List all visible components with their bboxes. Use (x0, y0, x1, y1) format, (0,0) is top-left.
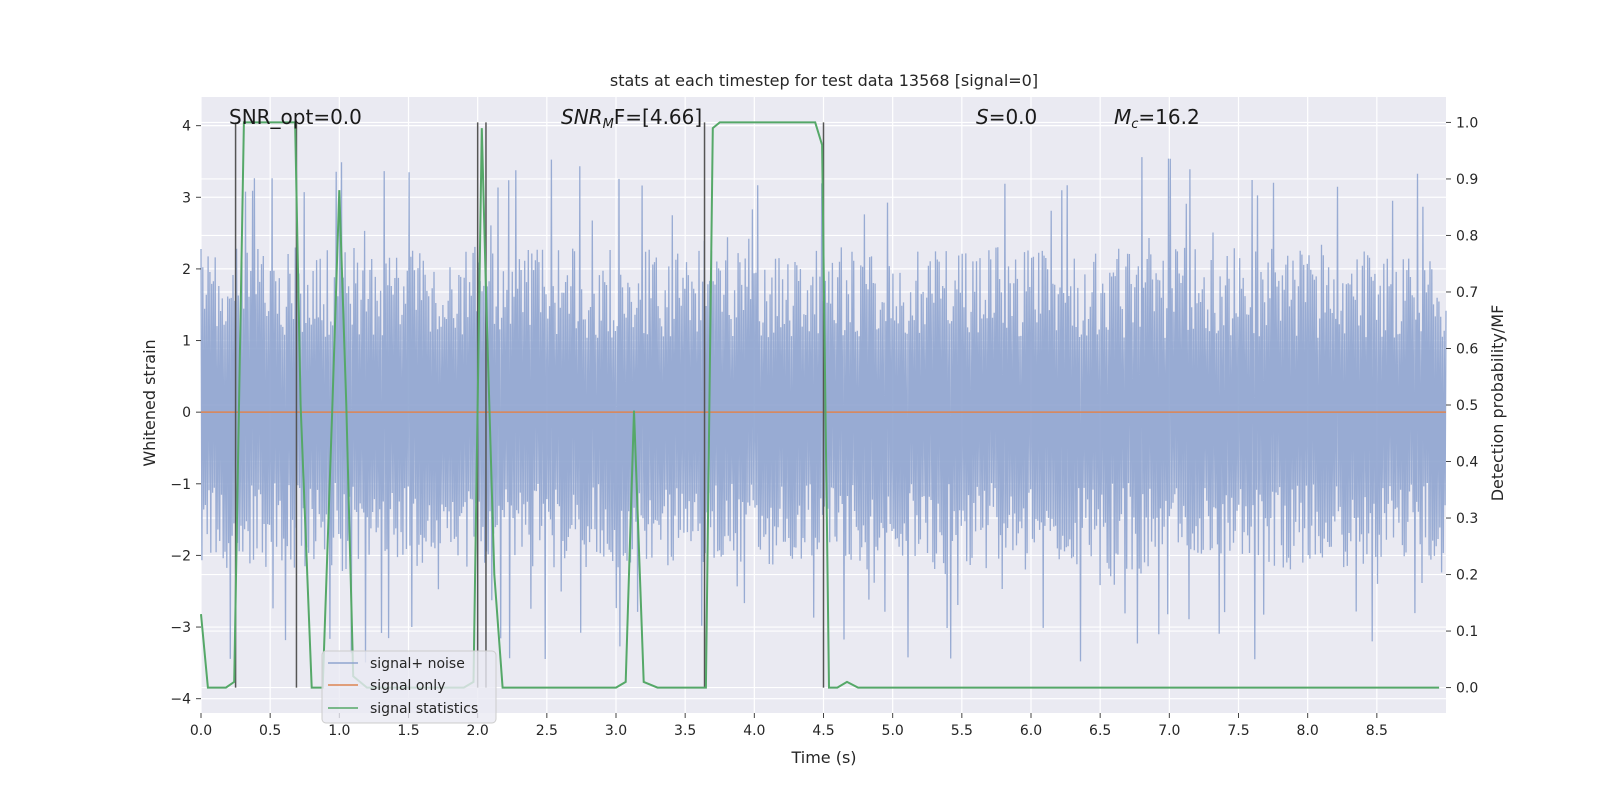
x-tick-label: 7.0 (1158, 723, 1180, 739)
axis-ticks: 0.0 0.5 1.0 1.5 2.0 2.5 3.0 3.5 4.0 4.5 5.0 5.5 6.0 6… (170, 115, 1478, 739)
y-tick-label-left: 1 (182, 334, 191, 350)
annotation-s-value: =0.0 (989, 105, 1038, 129)
x-tick-label: 3.5 (674, 723, 696, 739)
y-tick-label-right: 0.8 (1456, 228, 1478, 244)
chart-title: stats at each timestep for test data 135… (610, 71, 1038, 90)
legend: signal+ noise signal only signal statist… (321, 650, 497, 724)
y-tick-label-left: 2 (182, 262, 191, 278)
x-tick-label: 0.5 (259, 723, 281, 739)
y-tick-label-right: 0.4 (1456, 455, 1478, 471)
x-axis-label: Time (s) (790, 748, 856, 767)
y-axis-label-left: Whitened strain (140, 339, 159, 466)
y-axis-label-right: Detection probability/MF (1488, 305, 1507, 502)
y-tick-label-right: 0.2 (1456, 568, 1478, 584)
annotation-s-symbol: S (976, 105, 989, 129)
y-tick-label-left: 0 (182, 405, 191, 421)
annotation-snr-mf-symbol: SNR (561, 105, 603, 129)
x-tick-label: 8.5 (1366, 723, 1388, 739)
x-tick-label: 5.0 (882, 723, 904, 739)
annotation-mc-symbol: M (1114, 105, 1131, 129)
y-tick-label-left: −1 (170, 477, 191, 493)
y-tick-label-left: 4 (182, 119, 191, 135)
y-tick-label-left: −3 (170, 620, 191, 636)
x-tick-label: 1.5 (397, 723, 419, 739)
x-tick-label: 3.0 (605, 723, 627, 739)
y-tick-label-right: 0.6 (1456, 341, 1478, 357)
y-tick-label-right: 0.3 (1456, 511, 1478, 527)
y-tick-label-right: 0.5 (1456, 398, 1478, 414)
y-tick-label-right: 0.7 (1456, 285, 1478, 301)
annotation-mc: Mc=16.2 (1114, 105, 1200, 132)
y-tick-label-left: 3 (182, 190, 191, 206)
y-tick-label-right: 1.0 (1456, 115, 1478, 131)
x-tick-label: 2.5 (536, 723, 558, 739)
annotation-s: S=0.0 (976, 105, 1037, 129)
legend-box (321, 650, 497, 724)
series-line-signal-statistics (200, 121, 1440, 689)
annotation-mc-subscript: c (1131, 117, 1138, 132)
x-tick-label: 6.0 (1020, 723, 1042, 739)
x-tick-label: 4.0 (743, 723, 765, 739)
annotation-snr-mf: SNRMF=[4.66] (561, 105, 702, 132)
x-tick-label: 6.5 (1089, 723, 1111, 739)
annotation-snr-mf-value: F=[4.66] (614, 105, 702, 129)
annotation-snr-mf-subscript: M (603, 117, 614, 132)
legend-label-signal-only: signal only (370, 678, 445, 694)
x-tick-label: 1.0 (328, 723, 350, 739)
x-tick-label: 5.5 (951, 723, 973, 739)
x-tick-label: 4.5 (812, 723, 834, 739)
legend-label-signal-statistics: signal statistics (370, 701, 478, 717)
x-tick-label: 8.0 (1297, 723, 1319, 739)
x-tick-label: 7.5 (1227, 723, 1249, 739)
legend-label-signal-noise: signal+ noise (370, 656, 465, 672)
y-tick-label-left: −4 (170, 692, 191, 708)
y-tick-label-right: 0.9 (1456, 172, 1478, 188)
y-tick-label-left: −2 (170, 548, 191, 564)
annotation-snr-opt: SNR_opt=0.0 (229, 105, 362, 129)
x-tick-label: 2.0 (467, 723, 489, 739)
x-tick-label: 0.0 (190, 723, 212, 739)
y-tick-label-right: 0.0 (1456, 681, 1478, 697)
y-tick-label-right: 0.1 (1456, 624, 1478, 640)
series-signal-statistics (200, 121, 1440, 689)
annotation-mc-value: =16.2 (1138, 105, 1199, 129)
